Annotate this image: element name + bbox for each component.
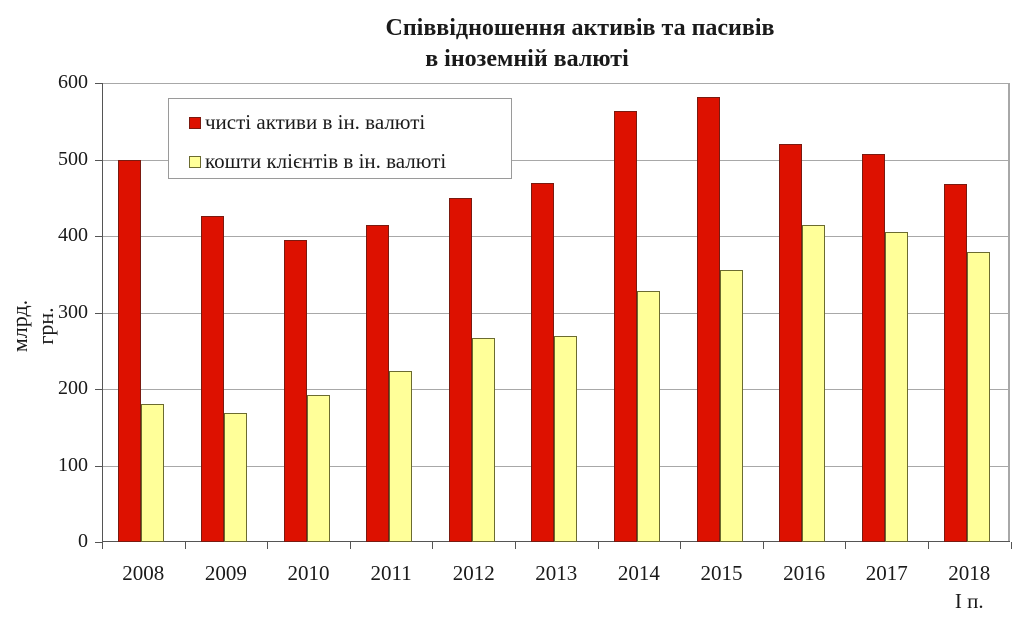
bar-client-funds — [967, 252, 991, 542]
bar-net-assets — [118, 159, 142, 542]
plot-area — [95, 83, 1012, 549]
x-tick-label: 2016 — [783, 561, 826, 585]
x-tick — [515, 542, 516, 549]
bar-net-assets — [283, 239, 307, 542]
legend-swatch-red — [189, 117, 201, 129]
gridline — [102, 83, 1010, 84]
legend: чисті активи в ін. валюті кошти клієнтів… — [168, 98, 512, 179]
bar-client-funds — [389, 371, 413, 542]
bar-net-assets — [200, 216, 224, 542]
x-tick — [1010, 542, 1012, 549]
legend-label: чисті активи в ін. валюті — [205, 110, 426, 134]
y-tick-label: 200 — [58, 377, 88, 399]
bar-client-funds — [802, 224, 826, 542]
bar-net-assets — [779, 144, 803, 542]
x-tick-label: 2015 — [700, 561, 743, 585]
y-tick — [95, 312, 102, 314]
y-tick — [95, 83, 102, 84]
legend-item-client-funds: кошти клієнтів в ін. валюті — [189, 149, 446, 173]
x-tick — [267, 542, 269, 549]
x-tick-label: 2008 — [122, 561, 165, 585]
bar-client-funds — [719, 270, 743, 542]
y-tick-label: 100 — [58, 453, 88, 476]
y-tick-label: 600 — [58, 71, 88, 93]
bar-client-funds — [223, 413, 247, 542]
y-tick — [95, 159, 102, 161]
x-tick — [432, 542, 434, 549]
x-tick-label: 2014 — [617, 561, 660, 585]
bar-client-funds — [636, 291, 660, 542]
bar-net-assets — [448, 197, 472, 542]
x-tick-label: 2017 — [865, 561, 908, 585]
bar-net-assets — [944, 183, 968, 542]
x-tick — [597, 542, 599, 549]
legend-label: кошти клієнтів в ін. валюті — [205, 149, 447, 173]
bar-client-funds — [141, 403, 165, 542]
bar-net-assets — [613, 111, 637, 542]
bar-client-funds — [306, 395, 330, 542]
y-tick — [95, 236, 102, 237]
y-tick — [95, 542, 102, 543]
y-tick-label: 300 — [58, 300, 88, 323]
y-tick-label: 0 — [78, 530, 88, 552]
gridline — [102, 236, 1010, 237]
x-tick-sublabel: І п. — [954, 589, 984, 613]
bar-net-assets — [366, 224, 390, 542]
x-tick-label: 2013 — [535, 561, 578, 585]
y-tick — [95, 465, 102, 467]
legend-item-net-assets: чисті активи в ін. валюті — [189, 110, 425, 134]
y-tick — [95, 389, 102, 390]
legend-swatch-yellow — [189, 156, 201, 168]
x-tick — [928, 542, 929, 549]
bar-net-assets — [861, 154, 885, 542]
x-tick-label: 2010 — [287, 561, 330, 585]
bar-net-assets — [531, 183, 555, 542]
chart-title-line-1: Співвідношення активів та пасивів — [385, 15, 775, 41]
bar-client-funds — [471, 337, 495, 542]
x-tick — [845, 542, 847, 549]
x-tick — [680, 542, 682, 549]
x-tick-label: 2011 — [370, 561, 412, 585]
x-tick — [102, 542, 103, 549]
gridline — [102, 159, 1010, 161]
bar-client-funds — [554, 336, 578, 542]
bar-net-assets — [696, 96, 720, 542]
y-tick-label: 500 — [58, 147, 88, 170]
chart-title-line-2: в іноземній валюті — [425, 46, 629, 72]
y-tick-label: 400 — [58, 224, 88, 246]
x-tick-label: 2018 — [948, 561, 991, 585]
y-axis-label: млрд. грн. — [7, 299, 58, 353]
bar-client-funds — [884, 232, 908, 542]
y-axis — [102, 83, 103, 542]
x-tick-label: 2012 — [452, 561, 495, 585]
x-tick-label: 2009 — [204, 561, 247, 585]
x-tick — [184, 542, 186, 549]
gridline — [102, 312, 1010, 314]
x-tick — [349, 542, 351, 549]
x-tick — [762, 542, 764, 549]
